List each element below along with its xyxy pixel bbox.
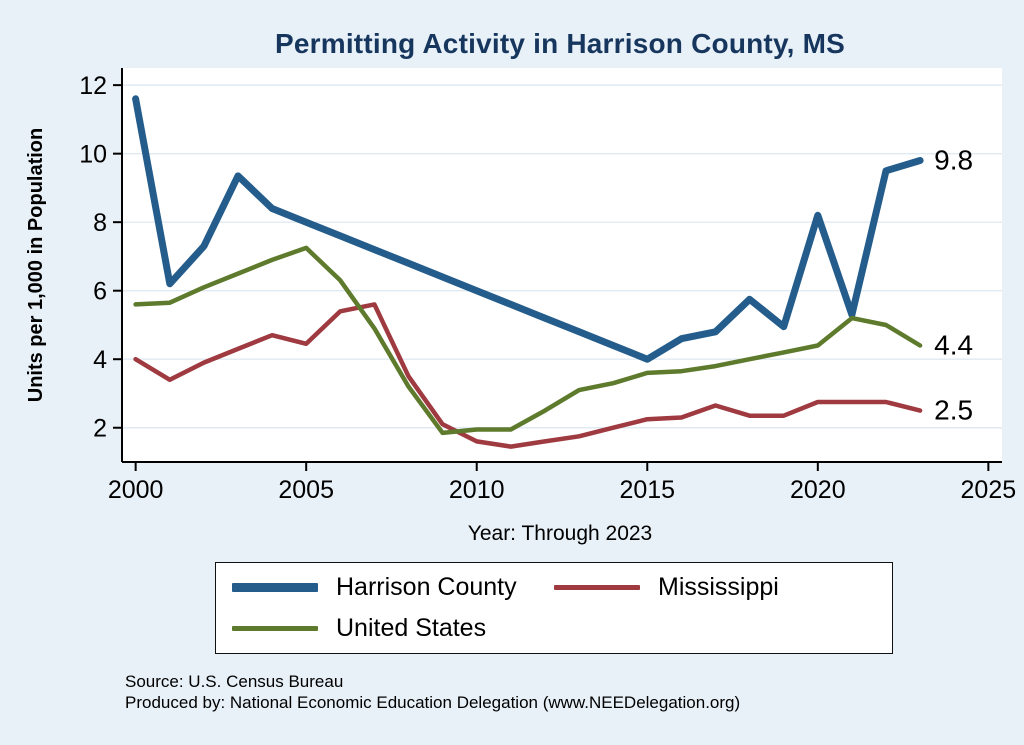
source-line-1: Source: U.S. Census Bureau [125, 672, 344, 691]
svg-text:8: 8 [93, 209, 107, 237]
svg-text:2: 2 [93, 415, 107, 443]
legend-swatch-united-states [232, 626, 318, 631]
svg-text:2020: 2020 [790, 476, 846, 504]
svg-text:4.4: 4.4 [934, 330, 973, 361]
svg-text:2015: 2015 [619, 476, 675, 504]
legend-label-harrison-county: Harrison County [336, 573, 517, 601]
source-note: Source: U.S. Census Bureau Produced by: … [125, 671, 985, 713]
source-line-2: Produced by: National Economic Education… [125, 693, 741, 712]
legend-item-mississippi: Mississippi [554, 573, 876, 602]
svg-text:12: 12 [79, 72, 107, 100]
plot-area: 2 4 6 8 10 12 2000 2005 2010 2015 2020 2025 9.8 2.5 4.… [79, 68, 1017, 504]
legend-swatch-harrison-county [232, 583, 318, 592]
svg-text:2010: 2010 [449, 476, 505, 504]
chart-title: Permitting Activity in Harrison County, … [274, 28, 845, 59]
legend-swatch-mississippi [554, 585, 640, 590]
legend-item-harrison-county: Harrison County [232, 573, 554, 602]
svg-text:10: 10 [79, 141, 107, 169]
x-axis-title: Year: Through 2023 [467, 522, 653, 545]
svg-text:2025: 2025 [961, 476, 1017, 504]
svg-text:2000: 2000 [108, 476, 164, 504]
legend-label-united-states: United States [336, 614, 487, 642]
svg-text:2005: 2005 [278, 476, 334, 504]
svg-text:4: 4 [93, 346, 107, 374]
svg-text:9.8: 9.8 [934, 145, 973, 176]
svg-text:2.5: 2.5 [934, 395, 973, 426]
legend-item-united-states: United States [232, 614, 554, 643]
legend: Harrison County Mississippi United State… [215, 562, 893, 654]
legend-label-mississippi: Mississippi [658, 573, 779, 601]
svg-text:6: 6 [93, 278, 107, 306]
